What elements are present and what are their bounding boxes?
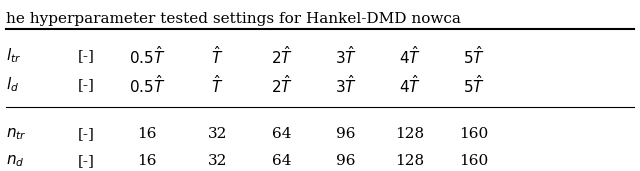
Text: [-]: [-] bbox=[78, 127, 95, 141]
Text: $2\hat{T}$: $2\hat{T}$ bbox=[271, 74, 292, 96]
Text: $4\hat{T}$: $4\hat{T}$ bbox=[399, 45, 420, 67]
Text: [-]: [-] bbox=[78, 49, 95, 63]
Text: 160: 160 bbox=[459, 127, 488, 141]
Text: $3\hat{T}$: $3\hat{T}$ bbox=[335, 74, 356, 96]
Text: $2\hat{T}$: $2\hat{T}$ bbox=[271, 45, 292, 67]
Text: $\hat{T}$: $\hat{T}$ bbox=[211, 45, 224, 67]
Text: $5\hat{T}$: $5\hat{T}$ bbox=[463, 45, 484, 67]
Text: $n_{d}$: $n_{d}$ bbox=[6, 153, 25, 169]
Text: 96: 96 bbox=[336, 127, 355, 141]
Text: 128: 128 bbox=[395, 154, 424, 168]
Text: 160: 160 bbox=[459, 154, 488, 168]
Text: $4\hat{T}$: $4\hat{T}$ bbox=[399, 74, 420, 96]
Text: $5\hat{T}$: $5\hat{T}$ bbox=[463, 74, 484, 96]
Text: $n_{tr}$: $n_{tr}$ bbox=[6, 126, 27, 142]
Text: 16: 16 bbox=[138, 154, 157, 168]
Text: 32: 32 bbox=[208, 127, 227, 141]
Text: 64: 64 bbox=[272, 154, 291, 168]
Text: [-]: [-] bbox=[78, 154, 95, 168]
Text: $3\hat{T}$: $3\hat{T}$ bbox=[335, 45, 356, 67]
Text: 16: 16 bbox=[138, 127, 157, 141]
Text: $l_{tr}$: $l_{tr}$ bbox=[6, 47, 22, 65]
Text: $\hat{T}$: $\hat{T}$ bbox=[211, 74, 224, 96]
Text: he hyperparameter tested settings for Hankel-DMD nowca: he hyperparameter tested settings for Ha… bbox=[6, 12, 461, 26]
Text: $0.5\hat{T}$: $0.5\hat{T}$ bbox=[129, 45, 166, 67]
Text: 128: 128 bbox=[395, 127, 424, 141]
Text: [-]: [-] bbox=[78, 78, 95, 92]
Text: 96: 96 bbox=[336, 154, 355, 168]
Text: 64: 64 bbox=[272, 127, 291, 141]
Text: $l_{d}$: $l_{d}$ bbox=[6, 76, 19, 94]
Text: $0.5\hat{T}$: $0.5\hat{T}$ bbox=[129, 74, 166, 96]
Text: 32: 32 bbox=[208, 154, 227, 168]
